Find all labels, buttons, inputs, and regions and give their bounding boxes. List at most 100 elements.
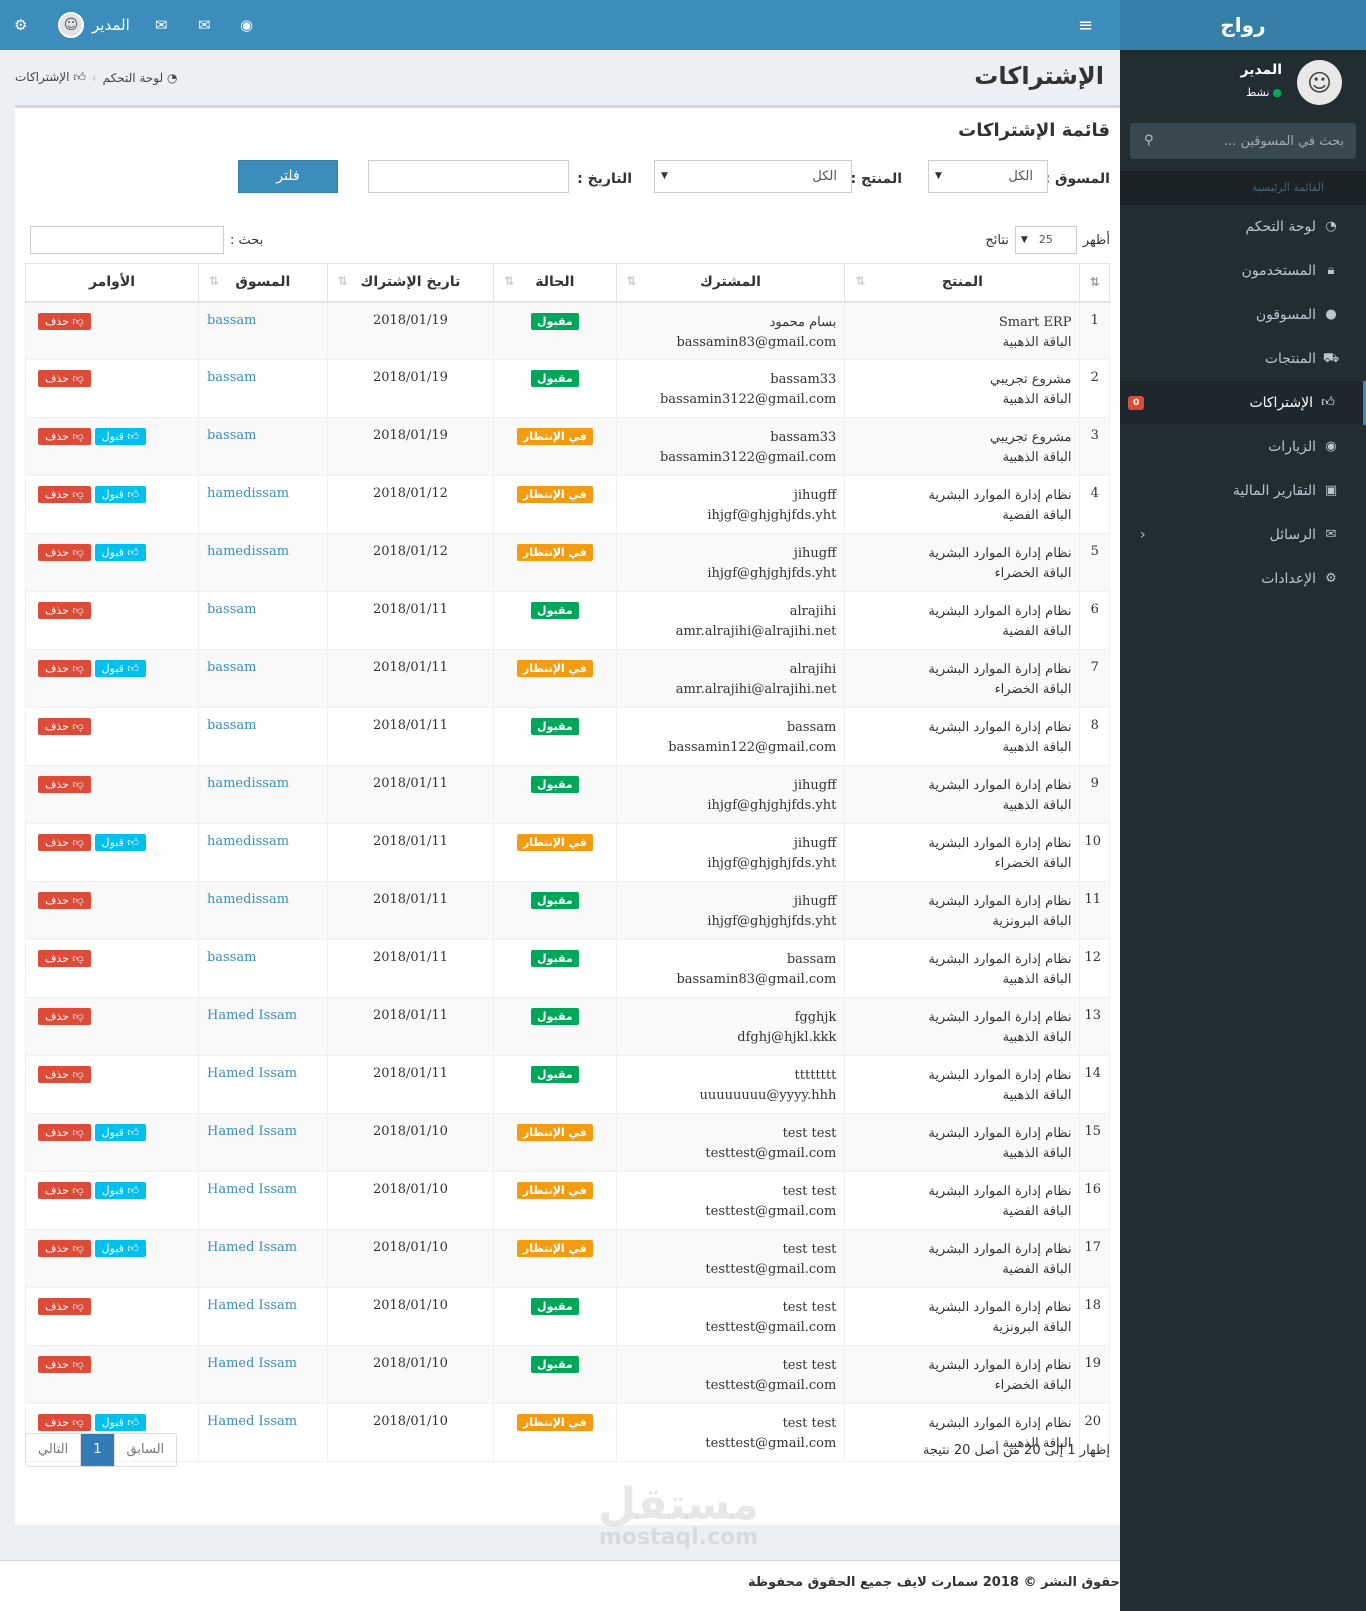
column-product[interactable]: المنتج ⇅ <box>844 263 1081 303</box>
delete-button[interactable]: 👎︎ حذف <box>38 660 91 677</box>
delete-button[interactable]: 👎︎ حذف <box>38 312 91 330</box>
delete-button[interactable]: 👎︎ حذف <box>38 544 91 561</box>
delete-button[interactable]: 👎︎ حذف <box>38 1066 91 1083</box>
sidebar-item-settings[interactable]: ⚙ الإعدادات <box>1120 557 1366 601</box>
sidebar-item-marketers[interactable]: ● المسوقون <box>1120 293 1366 337</box>
accept-button[interactable]: 👍︎ قبول <box>94 428 146 445</box>
delete-button[interactable]: 👎︎ حذف <box>38 370 91 387</box>
length-results-label: نتائج <box>985 232 1009 248</box>
column-number[interactable]: ⇅ <box>1079 263 1110 303</box>
accept-button[interactable]: 👍︎ قبول <box>94 544 146 561</box>
column-actions: الأوامر <box>25 263 199 303</box>
row-number: 9 <box>1079 765 1110 824</box>
envelope-open-icon[interactable]: ✉ <box>155 16 168 34</box>
column-marketer[interactable]: المسوق ⇅ <box>197 263 328 303</box>
row-marketer[interactable]: hamedissam <box>197 765 328 824</box>
column-date[interactable]: تاريخ الإشتراك ⇅ <box>326 263 495 303</box>
row-marketer[interactable]: Hamed Issam <box>197 1287 328 1346</box>
column-subscriber[interactable]: المشترك ⇅ <box>615 263 846 303</box>
sidebar-item-messages[interactable]: ✉ الرسائل ‹ <box>1120 513 1366 557</box>
row-marketer[interactable]: Hamed Issam <box>197 1403 328 1462</box>
app-logo[interactable]: رواج <box>1120 0 1366 50</box>
delete-button[interactable]: 👎︎ حذف <box>38 718 91 735</box>
row-product: نظام إدارة الموارد البشرية الباقة الذهبية <box>844 939 1081 998</box>
delete-button[interactable]: 👎︎ حذف <box>38 1414 91 1431</box>
table-row: 5 نظام إدارة الموارد البشرية الباقة الخضرا… <box>25 533 1110 592</box>
marketer-select[interactable]: الكل ▼ <box>928 160 1048 193</box>
row-marketer[interactable]: Hamed Issam <box>197 1113 328 1172</box>
row-marketer[interactable]: Hamed Issam <box>197 997 328 1056</box>
delete-button[interactable]: 👎︎ حذف <box>38 428 91 445</box>
search-icon[interactable]: ⚲ <box>1144 133 1154 148</box>
column-status[interactable]: الحالة ⇅ <box>493 263 617 303</box>
row-marketer[interactable]: bassam <box>197 301 328 360</box>
row-subscriber: jihugff ihjgf@ghjghjfds.yht <box>615 765 846 824</box>
delete-button[interactable]: 👎︎ حذف <box>38 1182 91 1199</box>
row-marketer[interactable]: bassam <box>197 649 328 708</box>
delete-button[interactable]: 👎︎ حذف <box>38 1356 91 1373</box>
delete-button[interactable]: 👎︎ حذف <box>38 486 91 503</box>
row-marketer[interactable]: bassam <box>197 939 328 998</box>
menu-toggle-icon[interactable]: ≡ <box>1078 14 1094 36</box>
delete-button[interactable]: 👎︎ حذف <box>38 1124 91 1141</box>
sidebar-item-subscriptions[interactable]: 👍︎ الإشتراكات 0 <box>1120 381 1366 425</box>
sidebar-item-visits[interactable]: ◉ الزيارات <box>1120 425 1366 469</box>
envelope-icon[interactable]: ✉ <box>198 16 211 34</box>
delete-button[interactable]: 👎︎ حذف <box>38 602 91 619</box>
table-row: 12 نظام إدارة الموارد البشرية الباقة الذهب… <box>25 939 1110 998</box>
sidebar-item-financial-reports[interactable]: ▣ التقارير المالية <box>1120 469 1366 513</box>
row-number: 20 <box>1079 1403 1110 1462</box>
accept-button[interactable]: 👍︎ قبول <box>94 1240 146 1257</box>
sidebar-item-dashboard[interactable]: ◔ لوحة التحكم <box>1120 205 1366 249</box>
delete-button[interactable]: 👎︎ حذف <box>38 1298 91 1315</box>
user-menu[interactable]: المدير ☺ <box>58 0 130 50</box>
row-marketer[interactable]: hamedissam <box>197 475 328 534</box>
delete-button[interactable]: 👎︎ حذف <box>38 1240 91 1257</box>
sidebar-item-products[interactable]: ⛟ المنتجات <box>1120 337 1366 381</box>
row-actions: 👎︎ حذف 👍︎ قبول <box>25 1229 199 1288</box>
sidebar-search-input[interactable] <box>1130 123 1356 159</box>
row-marketer[interactable]: hamedissam <box>197 881 328 940</box>
row-marketer[interactable]: Hamed Issam <box>197 1055 328 1114</box>
row-marketer[interactable]: bassam <box>197 707 328 766</box>
row-marketer[interactable]: Hamed Issam <box>197 1229 328 1288</box>
status-badge: مقبول <box>531 776 579 793</box>
row-subscriber: test test testtest@gmail.com <box>615 1113 846 1172</box>
length-select[interactable]: 25 ▼ <box>1014 226 1077 254</box>
breadcrumb-dashboard[interactable]: ◔ لوحة التحكم <box>102 70 178 85</box>
product-select[interactable]: الكل ▼ <box>654 160 852 193</box>
delete-button[interactable]: 👎︎ حذف <box>38 950 91 967</box>
row-marketer[interactable]: bassam <box>197 591 328 650</box>
gears-icon: ⚙ <box>1325 571 1337 586</box>
delete-button[interactable]: 👎︎ حذف <box>38 776 91 793</box>
pagination-next[interactable]: التالي <box>26 1434 82 1466</box>
row-number: 12 <box>1079 939 1110 998</box>
accept-button[interactable]: 👍︎ قبول <box>94 660 146 677</box>
accept-button[interactable]: 👍︎ قبول <box>94 1182 146 1199</box>
accept-button[interactable]: 👍︎ قبول <box>94 1414 146 1431</box>
accept-button[interactable]: 👍︎ قبول <box>94 1124 146 1141</box>
row-marketer[interactable]: Hamed Issam <box>197 1345 328 1404</box>
row-date: 2018/01/10 <box>326 1171 495 1230</box>
thumbs-up-icon: 👍︎ <box>127 546 139 559</box>
delete-button[interactable]: 👎︎ حذف <box>38 834 91 851</box>
row-marketer[interactable]: bassam <box>197 417 328 476</box>
row-number: 4 <box>1079 475 1110 534</box>
pagination-prev[interactable]: السابق <box>126 1442 165 1457</box>
sidebar-item-users[interactable]: 🔒︎ المستخدمون <box>1120 249 1366 293</box>
table-search-input[interactable] <box>30 226 224 254</box>
globe-icon[interactable]: ◉ <box>240 16 254 34</box>
filter-button[interactable]: فلتر <box>238 160 338 193</box>
row-marketer[interactable]: hamedissam <box>197 823 328 882</box>
row-marketer[interactable]: hamedissam <box>197 533 328 592</box>
delete-button[interactable]: 👎︎ حذف <box>38 892 91 909</box>
accept-button[interactable]: 👍︎ قبول <box>94 834 146 851</box>
gears-icon[interactable]: ⚙ <box>14 16 28 34</box>
row-actions: 👎︎ حذف <box>25 765 199 824</box>
date-input[interactable] <box>368 160 569 193</box>
pagination-current[interactable]: 1 <box>81 1434 115 1466</box>
accept-button[interactable]: 👍︎ قبول <box>94 486 146 503</box>
row-marketer[interactable]: Hamed Issam <box>197 1171 328 1230</box>
delete-button[interactable]: 👎︎ حذف <box>38 1008 91 1025</box>
row-marketer[interactable]: bassam <box>197 359 328 418</box>
